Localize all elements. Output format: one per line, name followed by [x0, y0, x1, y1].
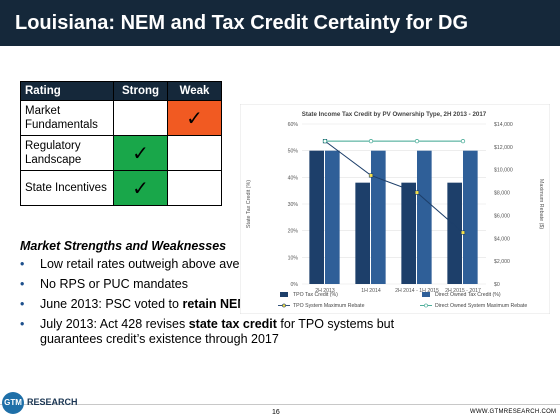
rating-row-label: Regulatory Landscape: [20, 135, 114, 171]
check-mark-icon: ✓: [132, 177, 149, 200]
chart-bar: [371, 150, 386, 284]
chart-point: [460, 230, 466, 235]
chart-frame: [239, 103, 551, 315]
rating-cell-strong: ✓: [113, 170, 168, 206]
bullet-dot-icon: •: [20, 257, 25, 271]
x-tick-label: 1H 2014: [361, 288, 381, 294]
chart-bar: [325, 150, 340, 284]
strengths-heading: Market Strengths and Weaknesses: [20, 239, 227, 253]
y2-tick-label: $0: [494, 282, 500, 288]
y-tick-label: 50%: [288, 149, 299, 155]
y-tick-label: 60%: [288, 122, 299, 128]
rating-row: Market Fundamentals ✓: [20, 100, 222, 136]
bullet-emphasis: retain NEM: [182, 297, 248, 311]
check-mark-icon: ✓: [186, 107, 203, 130]
chart-point: [414, 138, 420, 144]
chart-bar: [355, 182, 370, 284]
gtm-research-logo: GTM RESEARCH: [2, 392, 78, 414]
y-tick-label: 40%: [288, 175, 299, 181]
strength-bullet: • No RPS or PUC mandates: [20, 277, 188, 291]
rating-table-header: Rating Strong Weak: [20, 81, 222, 101]
legend-label: TPO System Maximum Rebate: [293, 303, 365, 309]
rating-cell-weak: [167, 135, 222, 171]
legend-label: Direct Owned Tax Credit (%): [435, 292, 501, 298]
y-tick-label: 30%: [288, 202, 299, 208]
chart-point: [322, 138, 328, 144]
page-number: 16: [272, 409, 280, 416]
chart-svg: State Income Tax Credit by PV Ownership …: [239, 103, 551, 315]
rating-row-label: State Incentives: [20, 170, 114, 206]
rating-cell-weak: [167, 170, 222, 206]
y2-axis-label: Maximum Rebate ($): [538, 179, 544, 230]
x-tick-label: 2H 2015 - 2017: [445, 288, 481, 294]
y2-tick-label: $12,000: [494, 145, 513, 151]
y2-tick-label: $14,000: [494, 122, 513, 128]
chart-bar: [447, 182, 462, 284]
y-tick-label: 20%: [288, 229, 299, 235]
check-mark-icon: ✓: [132, 142, 149, 165]
y2-tick-label: $6,000: [494, 213, 510, 219]
y2-tick-label: $2,000: [494, 259, 510, 265]
bullet-dot-icon: •: [20, 277, 25, 291]
x-tick-label: 2H 2014 - 1H 2015: [395, 288, 439, 294]
footer-divider: [0, 404, 560, 405]
title-bar: Louisiana: NEM and Tax Credit Certainty …: [0, 0, 560, 46]
rating-cell-weak: ✓: [167, 100, 222, 136]
bullet-dot-icon: •: [20, 297, 25, 311]
rating-header-weak: Weak: [167, 81, 222, 101]
y2-tick-label: $8,000: [494, 191, 510, 197]
legend-marker: [424, 303, 428, 308]
y-tick-label: 0%: [291, 282, 299, 288]
y2-tick-label: $4,000: [494, 236, 510, 242]
rating-table: Rating Strong Weak Market Fundamentals ✓ R…: [20, 81, 222, 206]
y-tick-label: 10%: [288, 255, 299, 261]
chart-point: [368, 138, 374, 144]
rating-row: Regulatory Landscape ✓: [20, 135, 222, 171]
y2-tick-label: $10,000: [494, 168, 513, 174]
legend-swatch: [280, 292, 288, 297]
chart-bar: [417, 150, 432, 284]
chart-bar: [309, 150, 324, 284]
bullet-dot-icon: •: [20, 317, 25, 331]
rating-header-strong: Strong: [113, 81, 168, 101]
y-axis-label: State Tax Credit (%): [246, 180, 252, 228]
legend-marker: [282, 303, 286, 308]
legend-label: TPO Tax Credit (%): [293, 292, 338, 298]
rating-cell-strong: ✓: [113, 135, 168, 171]
chart-point: [460, 138, 466, 144]
chart-series-line: [324, 140, 464, 233]
chart-title: State Income Tax Credit by PV Ownership …: [302, 111, 487, 118]
slide-title: Louisiana: NEM and Tax Credit Certainty …: [15, 12, 469, 34]
strength-bullet: • July 2013: Act 428 revises state tax cr…: [20, 317, 395, 346]
website-url: WWW.GTMRESEARCH.COM: [470, 409, 557, 415]
logo-mark: GTM: [2, 392, 24, 414]
chart-point: [368, 173, 374, 178]
rating-row: State Incentives ✓: [20, 170, 222, 206]
rating-cell-strong: [113, 100, 168, 136]
x-tick-label: 2H 2013: [315, 288, 335, 294]
legend-label: Direct Owned System Maximum Rebate: [435, 303, 527, 309]
chart-bar: [463, 150, 478, 284]
chart-point: [414, 190, 420, 195]
bullet-emphasis: state tax credit: [188, 317, 277, 331]
logo-text: RESEARCH: [27, 397, 78, 407]
rating-row-label: Market Fundamentals: [20, 100, 114, 136]
legend-swatch: [422, 292, 430, 297]
chart-bar: [401, 182, 416, 284]
rating-header-label: Rating: [20, 81, 114, 101]
tax-credit-chart: State Income Tax Credit by PV Ownership …: [239, 103, 551, 315]
